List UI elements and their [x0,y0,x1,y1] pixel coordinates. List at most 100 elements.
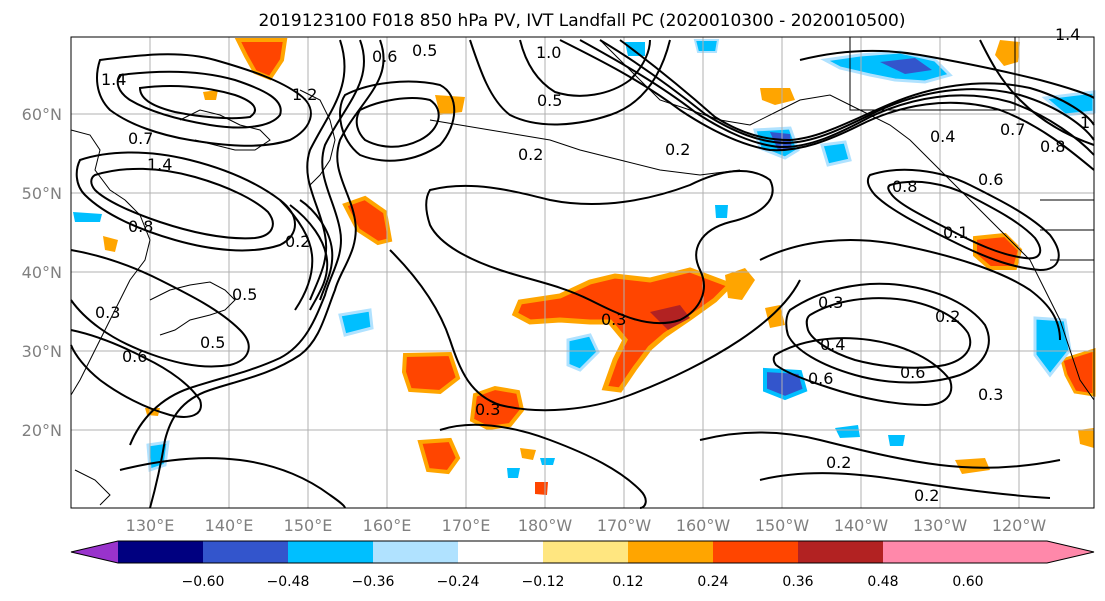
colorbar-tick-label: −0.12 [522,574,565,590]
contour-label: 0.6 [900,363,925,382]
negative-anomaly [540,458,555,465]
contour-label: 0.3 [95,303,120,322]
contour-label: 0.2 [665,140,690,159]
lat-label-40n: 40°N [22,263,62,282]
lon-label: 120°W [992,516,1047,535]
contour-label: 0.7 [1000,120,1025,139]
colorbar-extend-high [883,541,1094,563]
positive-anomaly [511,267,735,393]
map-frame [70,36,1095,509]
negative-anomaly [693,39,720,53]
contour-label: 1.0 [536,43,561,62]
positive-anomaly [520,448,536,460]
colorbar-ticks: −0.60 −0.48 −0.36 −0.24 −0.12 0.12 0.24 … [182,574,984,590]
contour-label: 0.2 [285,232,310,251]
contour-label: 1 [1080,113,1090,132]
colorbar-tick-label: 0.48 [867,574,898,590]
positive-anomaly [417,437,461,475]
colorbar-tick-label: 0.12 [612,574,643,590]
lat-label-30n: 30°N [22,342,62,361]
contour-label: 0.4 [930,127,955,146]
contour-label: 0.6 [978,170,1003,189]
map-panel: 0.6 0.5 1.0 1.4 1.2 1.4 0.7 1.4 0.8 0.2 … [70,25,1096,509]
positive-anomaly [103,236,118,252]
contour-label: 0.1 [943,223,968,242]
contour-label: 0.6 [122,347,147,366]
lat-label-50n: 50°N [22,184,62,203]
positive-anomaly [765,305,785,328]
colorbar-tick-label: −0.36 [352,574,395,590]
contour-label: 0.2 [914,486,939,505]
colorbar-outline [70,540,1095,564]
positive-anomaly [955,458,990,474]
negative-anomaly-strong [880,58,932,74]
colorbar-swatch [798,541,883,563]
contour-label: 0.3 [818,293,843,312]
contour-label: 0.5 [200,333,225,352]
colorbar-tick-label: 0.36 [782,574,813,590]
positive-anomaly [342,195,393,246]
japan-coastline [149,281,236,336]
colorbar-swatch [458,541,543,563]
colorbar-swatch [118,541,203,563]
colorbar-swatch [543,541,628,563]
contour-label: 0.5 [412,41,437,60]
kamchatka-coast [299,89,336,186]
negative-anomaly [820,50,953,84]
contour-label: 0.8 [128,217,153,236]
contour-label: 0.3 [475,400,500,419]
positive-anomaly [1078,428,1094,448]
contour-label: 0.4 [820,335,845,354]
lon-label: 150°W [755,516,810,535]
negative-anomaly [73,212,102,222]
negative-anomaly [146,440,170,473]
contour-labels: 0.6 0.5 1.0 1.4 1.2 1.4 0.7 1.4 0.8 0.2 … [95,25,1090,505]
colorbar-tick-label: −0.60 [182,574,225,590]
contour-label: 0.2 [935,307,960,326]
colorbar-swatch [203,541,288,563]
contour-label: 1.4 [101,70,126,89]
colorbar-swatch [288,541,373,563]
negative-anomaly [625,42,645,56]
contour-label: 0.5 [537,91,562,110]
lon-label: 160°W [676,516,731,535]
negative-anomaly [715,205,728,218]
colorbar-swatch [373,541,458,563]
taiwan-coast [74,469,111,506]
lon-label: 130°W [913,516,968,535]
asia-coastline [70,129,151,396]
colorbar-tick-label: 0.60 [952,574,983,590]
contour-label: 0.7 [128,129,153,148]
lon-label: 160°E [363,516,412,535]
negative-anomaly [888,435,905,446]
negative-anomaly [566,333,600,372]
lon-label: 170°W [597,516,652,535]
aleutian-islands [429,119,741,176]
coastlines [70,37,1095,506]
contour-label: 0.8 [892,177,917,196]
negative-anomaly-strong [763,367,808,401]
contour-label: 0.5 [232,285,257,304]
colorbar-extend-low [71,541,118,563]
negative-anomaly [835,425,860,438]
contour-label: 1.4 [147,155,172,174]
negative-anomaly [820,140,852,167]
lon-label: 140°E [205,516,254,535]
lon-label: 140°W [834,516,889,535]
contour-label: 0.2 [518,145,543,164]
positive-anomaly [203,90,218,100]
map-title: 2019123100 F018 850 hPa PV, IVT Landfall… [258,11,905,31]
contour-label: 1.2 [292,85,317,104]
colorbar: −0.60 −0.48 −0.36 −0.24 −0.12 0.12 0.24 … [70,540,1095,590]
lon-label: 170°E [442,516,491,535]
graticule [71,37,1094,508]
lon-label: 150°E [284,516,333,535]
positive-anomaly [725,268,755,300]
contour-label: 0.2 [826,453,851,472]
longitude-labels: 130°E 140°E 150°E 160°E 170°E 180°W 170°… [126,516,1047,535]
contour-label: 0.6 [808,369,833,388]
lon-label: 130°E [126,516,175,535]
contour-label: 0.3 [978,385,1003,404]
negative-anomaly [507,468,520,478]
